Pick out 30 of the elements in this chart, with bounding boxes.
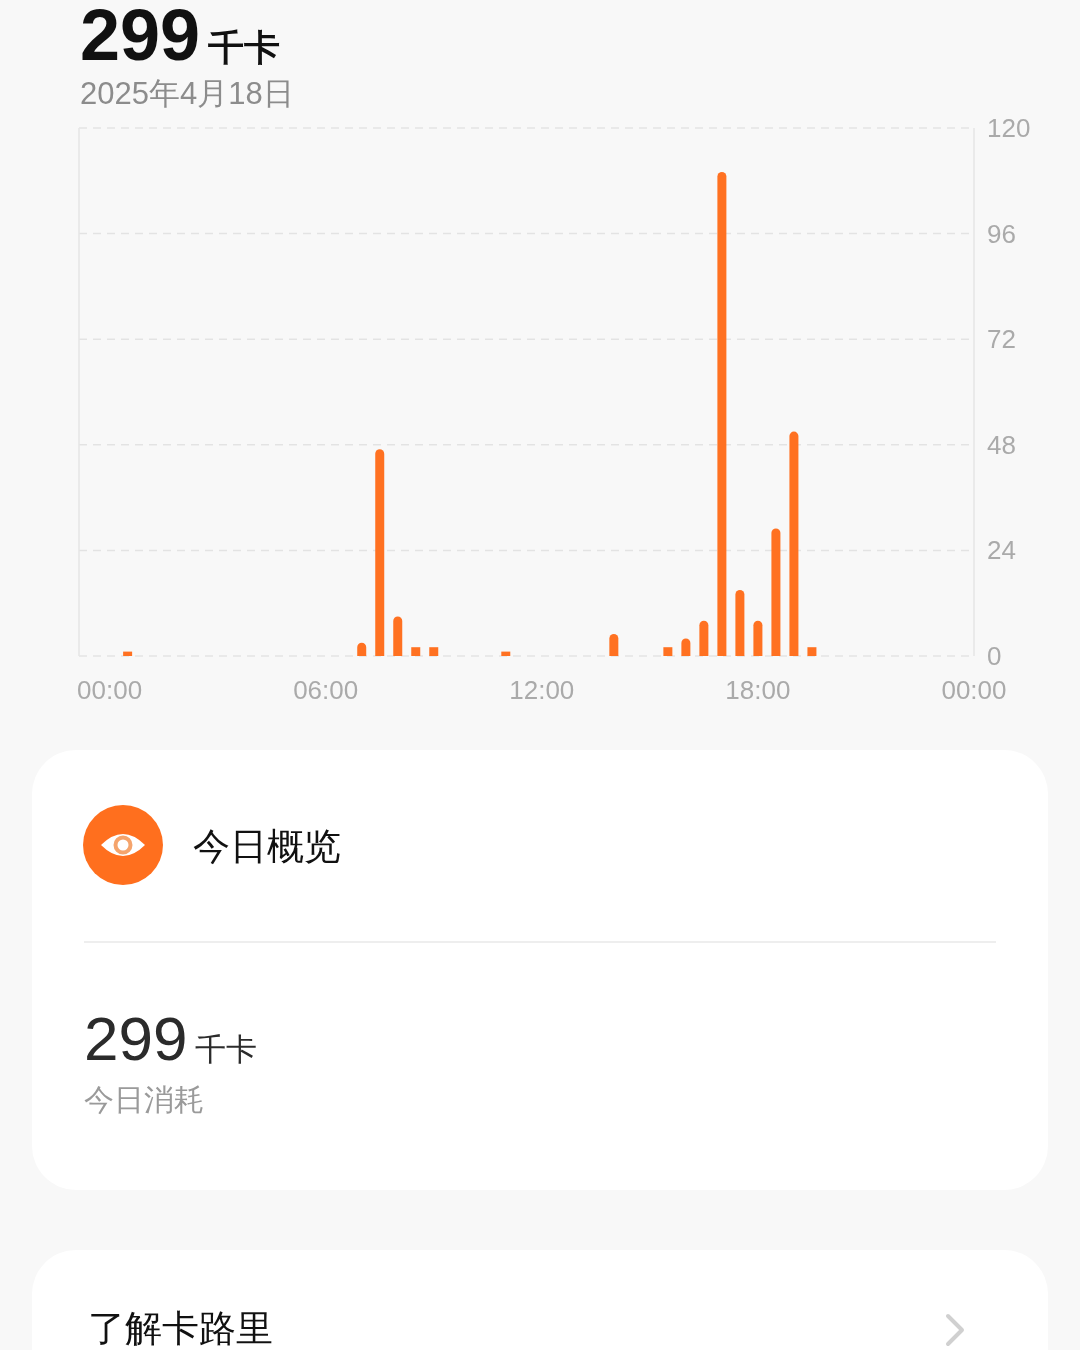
x-tick-label: 00:00 [77,675,143,705]
x-tick-label: 18:00 [725,675,791,705]
bar [789,431,799,656]
bar [771,528,781,656]
bar [393,616,403,656]
bar [735,590,745,656]
bar [807,647,817,656]
bar [699,620,709,656]
bar [429,647,439,656]
y-tick-label: 72 [987,324,1016,355]
y-tick-label: 24 [987,535,1016,566]
bar [717,172,727,656]
y-tick-label: 96 [987,218,1016,249]
bar [123,651,133,656]
bar [375,449,385,656]
x-tick-label: 06:00 [293,675,359,705]
chart-subtitle: 2025年4月18日 [80,76,294,111]
text: 今日消耗 [84,1083,204,1116]
bar [663,647,673,656]
bar [609,634,619,656]
y-tick-label: 0 [987,641,1002,671]
bar [411,647,421,656]
x-tick-label: 00:00 [941,675,1007,705]
text: 了解卡路里 [88,1307,273,1349]
y-tick-label: 48 [987,429,1016,460]
bar [753,620,763,656]
bar [501,651,511,656]
text: 今日概览 [193,825,341,867]
x-tick-label: 12:00 [509,675,575,705]
y-tick-label: 120 [987,113,1031,143]
